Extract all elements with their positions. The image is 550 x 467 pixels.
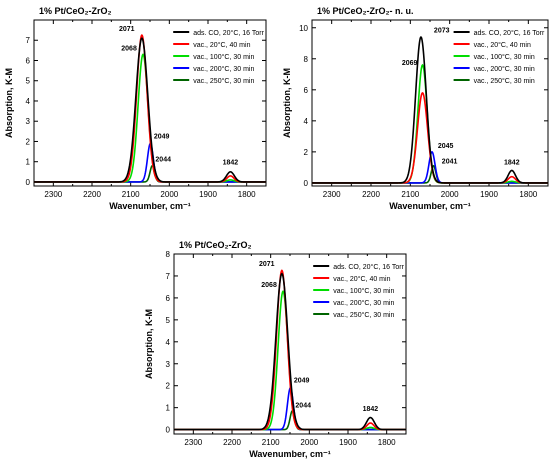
chart-panel-1: 0 1 2 3 4 5 6 7 2300 2200 2100 2000 1900 1800 Wavenumb…	[4, 6, 267, 211]
x-tick-label: 2100	[262, 438, 280, 447]
y-tick-label: 6	[304, 86, 309, 95]
series-line	[312, 91, 548, 184]
y-axis-label: Absorption, K-M	[282, 68, 292, 138]
y-tick-label: 0	[26, 178, 31, 187]
peak-label: 2049	[154, 133, 170, 140]
x-tick-label: 2100	[401, 190, 419, 199]
y-tick-label: 8	[166, 250, 171, 259]
y-tick-label: 2	[304, 148, 309, 157]
y-tick-label: 5	[26, 77, 31, 86]
legend-entry: vac., 250°C, 30 min	[193, 77, 254, 85]
x-tick-label: 1800	[238, 190, 256, 199]
y-tick-label: 2	[26, 137, 31, 146]
x-tick-label: 1900	[339, 438, 357, 447]
y-tick-label: 1	[166, 404, 171, 413]
series-line	[174, 272, 406, 431]
peak-label: 2071	[119, 26, 135, 33]
y-tick-label: 0	[166, 426, 171, 435]
legend-entry: vac., 250°C, 30 min	[333, 311, 394, 319]
x-axis-label: Wavenumber, cm⁻¹	[249, 449, 330, 459]
x-tick-label: 1800	[378, 438, 396, 447]
chart-panel-3: 0 1 2 3 4 5 6 7 8 2300 2200 2100 2000 1900 1800 Wavenum…	[144, 240, 407, 459]
y-tick-label: 6	[26, 56, 31, 65]
x-tick-label: 1800	[519, 190, 537, 199]
peak-label: 2045	[438, 143, 454, 150]
peak-label: 1842	[504, 159, 520, 166]
peak-label: 2071	[259, 261, 275, 268]
y-tick-label: 7	[166, 272, 171, 281]
panel-title: 1% Pt/CeO₂-ZrO₂	[179, 240, 252, 250]
x-tick-label: 2300	[44, 190, 62, 199]
x-tick-label: 2000	[300, 438, 318, 447]
legend-entry: ads. CO, 20°C, 16 Torr	[333, 263, 404, 271]
y-tick-label: 7	[26, 36, 31, 45]
legend-entry: vac., 20°C, 40 min	[474, 41, 531, 49]
y-axis-label: Absorption, K-M	[4, 68, 14, 138]
series-line	[312, 164, 548, 184]
legend-entry: vac., 200°C, 30 min	[474, 65, 535, 73]
legend-entry: vac., 200°C, 30 min	[333, 299, 394, 307]
x-tick-label: 1900	[199, 190, 217, 199]
y-tick-label: 5	[166, 316, 171, 325]
x-tick-label: 2200	[362, 190, 380, 199]
peak-label: 1842	[363, 406, 379, 413]
chart-panel-2: 0 2 4 6 8 10 2300 2200 2100 2000 1900 1800 Wavenumbe…	[282, 6, 549, 211]
y-tick-label: 3	[26, 117, 31, 126]
y-tick-label: 3	[166, 360, 171, 369]
peak-label: 1842	[223, 160, 239, 167]
legend-entry: vac., 20°C, 40 min	[193, 41, 250, 49]
y-tick-label: 4	[304, 117, 309, 126]
legend-entry: vac., 100°C, 30 min	[474, 53, 535, 61]
x-axis-label: Wavenumber, cm⁻¹	[389, 201, 470, 211]
x-axis-label: Wavenumber, cm⁻¹	[109, 201, 190, 211]
x-tick-label: 1900	[480, 190, 498, 199]
x-tick-label: 2300	[323, 190, 341, 199]
legend-entry: vac., 250°C, 30 min	[474, 77, 535, 85]
y-tick-label: 2	[166, 382, 171, 391]
peak-label: 2041	[442, 159, 458, 166]
x-tick-label: 2100	[122, 190, 140, 199]
x-tick-label: 2000	[160, 190, 178, 199]
series-line	[34, 37, 266, 183]
legend-entry: vac., 100°C, 30 min	[333, 287, 394, 295]
y-tick-label: 10	[299, 24, 308, 33]
y-tick-label: 4	[166, 338, 171, 347]
peak-label: 2073	[434, 27, 450, 34]
peak-label: 2069	[402, 60, 418, 67]
y-axis-label: Absorption, K-M	[144, 309, 154, 379]
y-tick-label: 0	[304, 179, 309, 188]
legend-entry: vac., 20°C, 40 min	[333, 275, 390, 283]
series-line	[312, 35, 548, 184]
peak-label: 2068	[121, 45, 137, 52]
legend-entry: ads. CO, 20°C, 16 Torr	[474, 29, 545, 37]
y-tick-label: 4	[26, 97, 31, 106]
legend-entry: vac., 200°C, 30 min	[193, 65, 254, 73]
peak-label: 2044	[295, 403, 311, 410]
y-tick-label: 8	[304, 55, 309, 64]
peak-label: 2044	[155, 157, 171, 164]
peak-label: 2068	[261, 282, 277, 289]
legend-entry: ads. CO, 20°C, 16 Torr	[193, 29, 264, 37]
x-tick-label: 2200	[83, 190, 101, 199]
legend-entry: vac., 100°C, 30 min	[193, 53, 254, 61]
peak-label: 2049	[294, 377, 310, 384]
x-tick-label: 2200	[223, 438, 241, 447]
y-tick-label: 6	[166, 294, 171, 303]
panel-title: 1% Pt/CeO₂-ZrO₂	[39, 6, 112, 16]
x-tick-label: 2000	[441, 190, 459, 199]
x-tick-label: 2300	[184, 438, 202, 447]
panel-title: 1% Pt/CeO₂-ZrO₂- n. u.	[317, 6, 414, 16]
y-tick-label: 1	[26, 158, 31, 167]
